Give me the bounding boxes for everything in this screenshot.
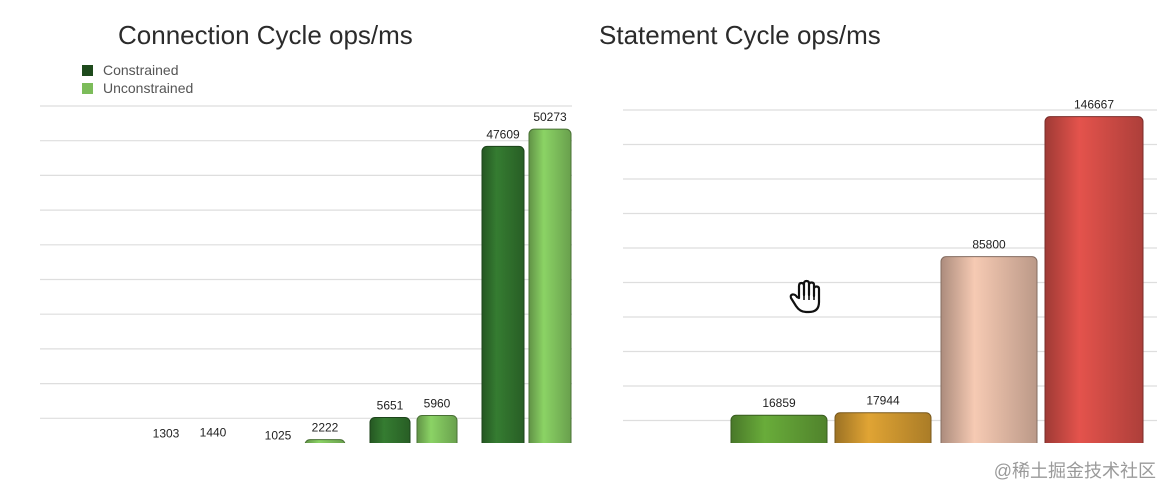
legend-item-constrained: Constrained	[82, 61, 193, 79]
statement-plot-area: 16859 17944 85800 146667	[623, 98, 1157, 443]
data-label: 85800	[972, 238, 1006, 252]
data-label: 50273	[533, 110, 567, 124]
legend-label: Constrained	[103, 62, 179, 78]
data-label: 17944	[866, 394, 900, 408]
legend-item-unconstrained: Unconstrained	[82, 79, 193, 97]
bar	[528, 128, 572, 443]
statement-cycle-chart: Statement Cycle ops/ms 16859 17944 85800 14…	[585, 0, 1170, 443]
data-label: 5651	[377, 398, 404, 412]
connection-cycle-chart: Connection Cycle ops/ms Constrained Unco…	[0, 0, 585, 443]
bar	[834, 412, 932, 443]
chart-title: Connection Cycle ops/ms	[118, 20, 413, 50]
legend-swatch	[82, 64, 93, 76]
legend-label: Unconstrained	[103, 80, 194, 96]
data-label: 47609	[486, 127, 520, 141]
bar	[369, 416, 411, 443]
connection-plot-area: 1303 1440 1025 2222 5651 5960 47609 50273	[40, 105, 572, 443]
watermark: @稀土掘金技术社区	[993, 461, 1156, 481]
data-label: 16859	[762, 396, 796, 410]
bar	[481, 145, 525, 443]
data-label: 1025	[265, 428, 292, 442]
chart-legend: Constrained Unconstrained	[82, 61, 193, 97]
legend-swatch	[82, 82, 93, 94]
data-label: 1440	[200, 426, 227, 440]
data-label: 146667	[1074, 98, 1114, 112]
bar	[304, 439, 346, 443]
data-label: 2222	[312, 421, 339, 435]
data-label: 1303	[153, 427, 180, 441]
bar	[1044, 116, 1144, 443]
bar	[416, 414, 458, 443]
bar	[940, 256, 1038, 443]
data-label: 5960	[424, 396, 451, 410]
chart-title: Statement Cycle ops/ms	[599, 20, 881, 50]
bar	[730, 414, 828, 443]
hand-pointer-icon	[789, 279, 821, 314]
